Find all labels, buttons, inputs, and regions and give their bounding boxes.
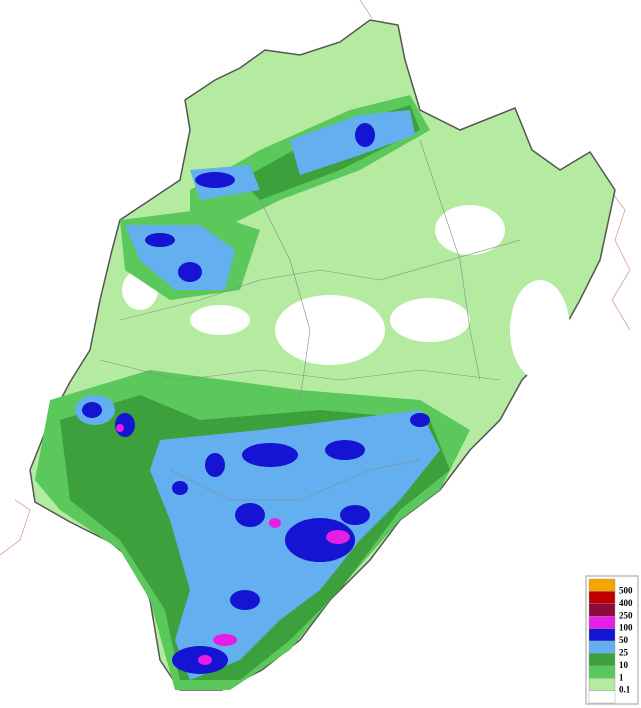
legend-label: 100 <box>619 623 633 633</box>
legend-swatch <box>588 640 616 654</box>
province <box>29 19 616 691</box>
legend-label: 400 <box>619 598 633 608</box>
legend-label: 25 <box>619 647 629 657</box>
coastline-outside <box>0 0 631 556</box>
legend-label: 10 <box>619 660 629 670</box>
legend-swatch <box>588 653 616 667</box>
legend-label: 1 <box>619 672 624 682</box>
rain-250 <box>116 424 350 665</box>
legend-swatch <box>588 690 616 704</box>
legend-label: 250 <box>619 610 633 620</box>
legend-swatch <box>588 603 616 617</box>
legend-swatch <box>588 678 616 691</box>
legend-label: 500 <box>619 585 633 595</box>
legend-swatch <box>588 665 616 679</box>
legend: 500 400 250 100 50 25 10 1 0.1 <box>585 575 639 705</box>
no-rain-areas <box>122 205 570 380</box>
legend-swatch <box>588 616 616 629</box>
legend-label: 0.1 <box>619 685 631 695</box>
legend-swatch <box>588 628 616 642</box>
legend-swatch <box>588 591 616 605</box>
legend-swatch <box>588 578 616 592</box>
county-borders <box>99 139 521 501</box>
legend-label: 50 <box>619 635 629 645</box>
rain-100 <box>82 123 430 674</box>
